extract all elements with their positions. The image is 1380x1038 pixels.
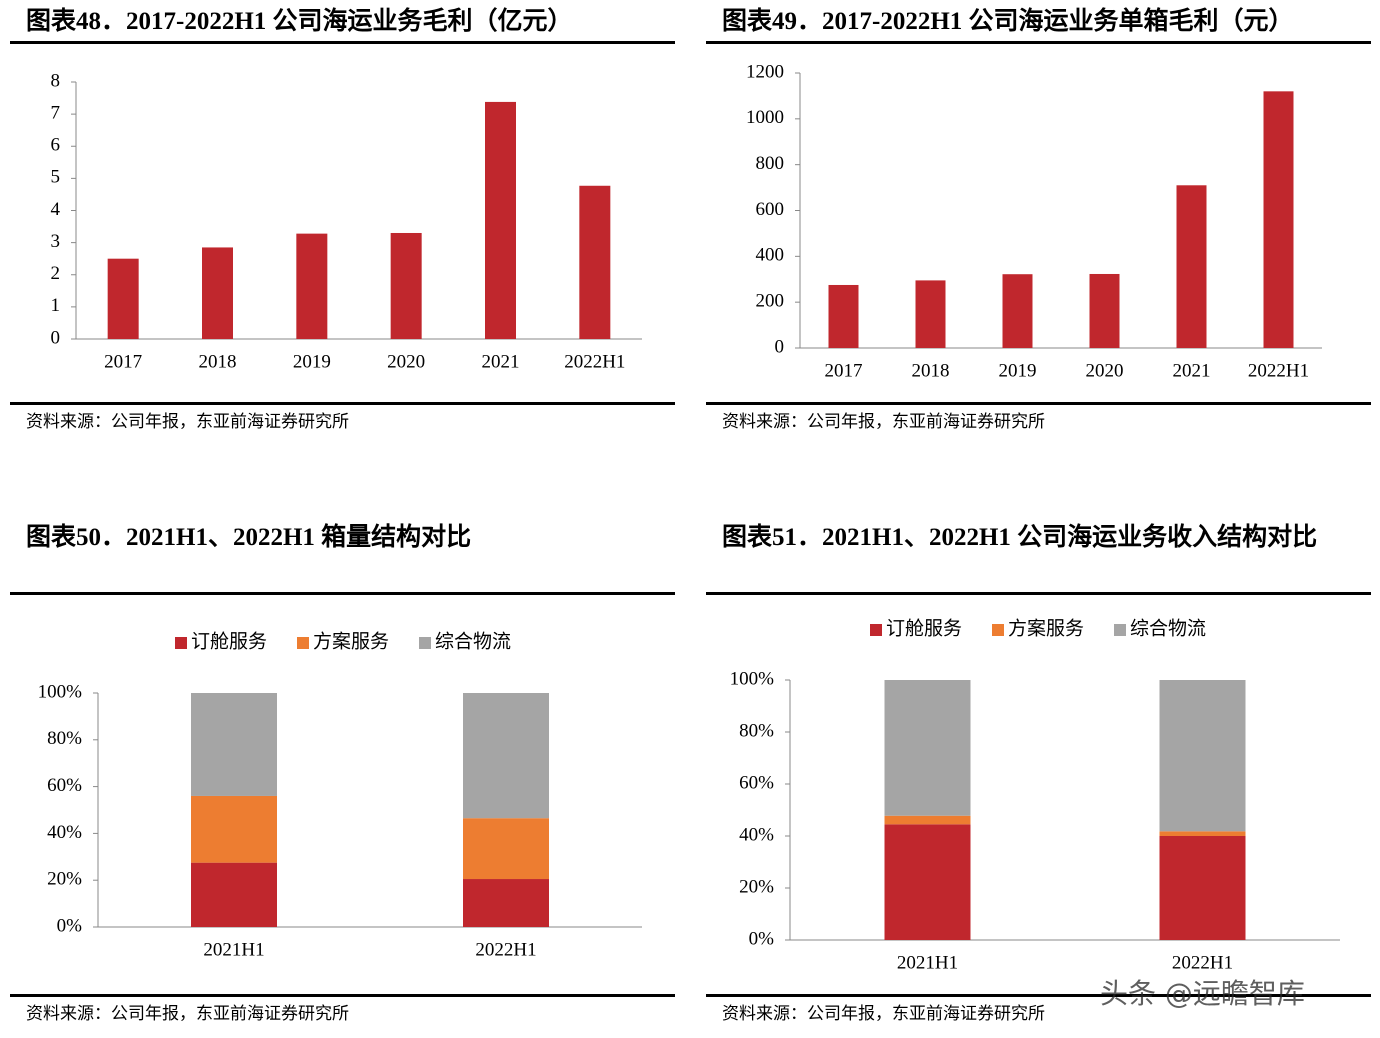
bar-segment: [463, 818, 549, 880]
y-tick-label: 100%: [38, 681, 83, 702]
y-tick-label: 8: [51, 70, 61, 91]
x-tick-label: 2021H1: [897, 952, 958, 973]
bar: [107, 258, 139, 339]
y-tick-label: 80%: [47, 728, 82, 749]
bar: [828, 284, 859, 348]
legend-swatch: [175, 637, 187, 649]
y-tick-label: 60%: [47, 775, 82, 796]
x-tick-label: 2017: [104, 351, 142, 372]
x-tick-label: 2017: [825, 360, 863, 381]
chart-title: 图表48．2017-2022H1 公司海运业务毛利（亿元）: [26, 8, 573, 35]
x-tick-label: 2021: [482, 351, 520, 372]
y-tick-label: 40%: [739, 824, 774, 845]
legend-label: 方案服务: [313, 630, 389, 652]
y-tick-label: 3: [51, 231, 61, 252]
rule: [10, 402, 675, 405]
chart-title: 图表49．2017-2022H1 公司海运业务单箱毛利（元）: [722, 8, 1294, 35]
rule: [706, 41, 1371, 44]
x-tick-label: 2021: [1173, 360, 1211, 381]
source: 资料来源：公司年报，东亚前海证券研究所: [26, 1004, 349, 1023]
y-tick-label: 600: [756, 199, 785, 220]
y-tick-label: 20%: [739, 876, 774, 897]
y-tick-label: 1200: [746, 61, 784, 82]
legend-swatch: [419, 637, 431, 649]
y-tick-label: 0: [51, 327, 61, 348]
x-tick-label: 2022H1: [475, 939, 536, 960]
y-tick-label: 5: [51, 167, 61, 188]
bar-segment: [884, 824, 971, 940]
bar-segment: [191, 862, 277, 927]
y-tick-label: 800: [756, 153, 785, 174]
bar: [485, 101, 516, 339]
x-tick-label: 2019: [293, 351, 331, 372]
chart-title: 图表50．2021H1、2022H1 箱量结构对比: [26, 524, 472, 551]
bar-segment: [463, 693, 549, 819]
rule: [10, 41, 675, 44]
bar: [579, 185, 611, 339]
y-tick-label: 4: [51, 199, 61, 220]
bar: [915, 280, 946, 348]
y-tick-label: 400: [756, 245, 785, 266]
y-tick-label: 40%: [47, 822, 82, 843]
y-tick-label: 80%: [739, 720, 774, 741]
bar: [1176, 185, 1207, 348]
bar-segment: [1159, 836, 1246, 940]
legend-label: 综合物流: [1130, 617, 1206, 639]
y-tick-label: 100%: [730, 668, 775, 689]
bar-segment: [463, 879, 549, 927]
bar-segment: [1159, 831, 1246, 836]
y-tick-label: 0%: [749, 928, 775, 949]
bar-segment: [1159, 680, 1246, 832]
x-tick-label: 2018: [912, 360, 950, 381]
y-tick-label: 200: [756, 291, 785, 312]
bar: [390, 232, 422, 339]
y-tick-label: 1: [51, 295, 61, 316]
rule: [10, 994, 675, 997]
legend-label: 方案服务: [1008, 617, 1084, 639]
rule: [706, 402, 1371, 405]
y-tick-label: 60%: [739, 772, 774, 793]
x-tick-label: 2021H1: [203, 939, 264, 960]
legend-swatch: [297, 637, 309, 649]
source: 资料来源：公司年报，东亚前海证券研究所: [722, 1004, 1045, 1023]
x-tick-label: 2022H1: [1248, 360, 1309, 381]
y-tick-label: 7: [51, 102, 61, 123]
y-tick-label: 1000: [746, 107, 784, 128]
bar: [1089, 273, 1120, 348]
bar: [296, 233, 328, 339]
y-tick-label: 6: [51, 135, 61, 156]
watermark: 头条 @远瞻智库: [1100, 977, 1305, 1010]
source: 资料来源：公司年报，东亚前海证券研究所: [26, 412, 349, 431]
bar: [1263, 91, 1294, 348]
x-tick-label: 2020: [387, 351, 425, 372]
source: 资料来源：公司年报，东亚前海证券研究所: [722, 412, 1045, 431]
y-tick-label: 2: [51, 263, 61, 284]
bar-segment: [884, 680, 971, 816]
rule: [706, 592, 1371, 595]
rule: [706, 994, 1371, 997]
x-tick-label: 2020: [1086, 360, 1124, 381]
bar-segment: [191, 693, 277, 796]
x-tick-label: 2022H1: [564, 351, 625, 372]
x-tick-label: 2018: [199, 351, 237, 372]
legend-swatch: [870, 624, 882, 636]
y-tick-label: 20%: [47, 869, 82, 890]
bar-segment: [884, 815, 971, 825]
y-tick-label: 0: [775, 336, 785, 357]
legend-label: 订舱服务: [886, 617, 962, 639]
rule: [10, 592, 675, 595]
bar: [202, 247, 233, 339]
legend-swatch: [1114, 624, 1126, 636]
x-tick-label: 2022H1: [1172, 952, 1233, 973]
legend-swatch: [992, 624, 1004, 636]
bar: [1002, 274, 1033, 348]
legend-label: 综合物流: [435, 630, 511, 652]
bar-segment: [191, 795, 277, 863]
x-tick-label: 2019: [999, 360, 1037, 381]
chart-title: 图表51．2021H1、2022H1 公司海运业务收入结构对比: [722, 524, 1318, 551]
y-tick-label: 0%: [57, 915, 83, 936]
legend-label: 订舱服务: [191, 630, 267, 652]
